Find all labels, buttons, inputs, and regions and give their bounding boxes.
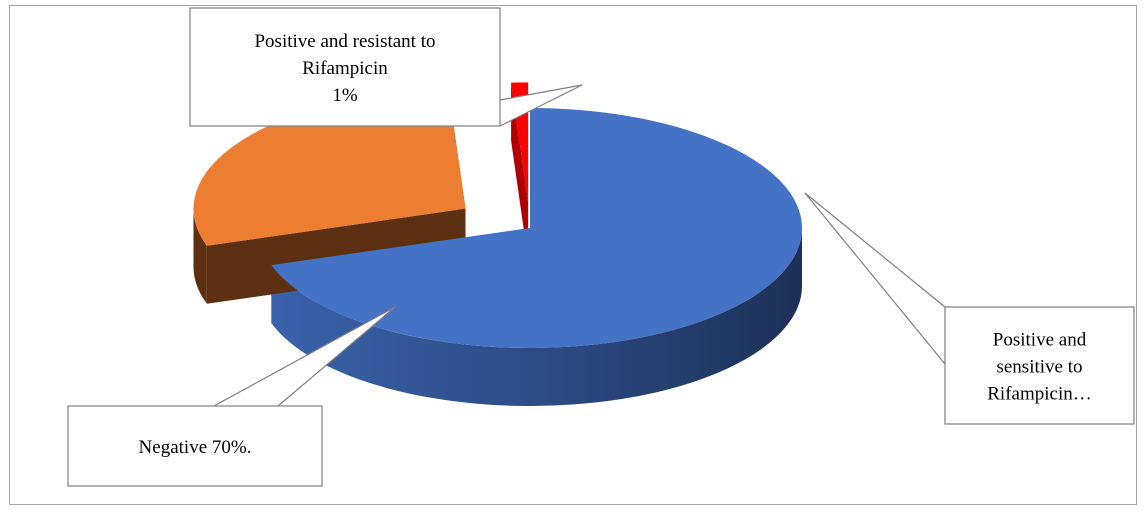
callout-box — [944, 306, 1135, 425]
data-label-text: sensitive to — [996, 357, 1082, 378]
data-label-text: Positive and resistant to — [254, 31, 435, 52]
data-label-positive-resistant: Positive and resistant to Rifampicin 1% — [189, 7, 583, 127]
data-label-positive-sensitive: Positive and sensitive to Rifampicin… — [804, 192, 1135, 425]
data-label-text: Negative 70%. — [139, 437, 252, 458]
data-label-text: Rifampicin… — [987, 384, 1091, 405]
data-label-text: Positive and — [993, 330, 1087, 351]
callout-box — [189, 7, 501, 127]
slice-negative-side — [271, 228, 803, 406]
data-label-negative: Negative 70%. — [67, 306, 396, 487]
data-label-text: 1% — [332, 85, 358, 106]
callout-box — [67, 405, 323, 487]
slice-positive-resistant-side — [511, 82, 529, 261]
callout-leader — [804, 192, 946, 365]
data-label-text: Rifampicin — [302, 58, 388, 79]
callout-leader — [213, 306, 396, 407]
slice-negative — [271, 108, 802, 348]
slice-positive-sensitive — [193, 88, 466, 246]
callout-leader — [499, 84, 583, 127]
